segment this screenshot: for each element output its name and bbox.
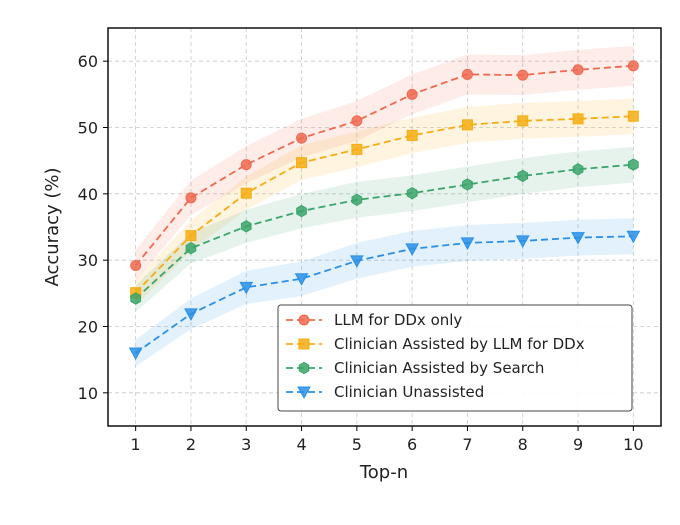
- data-point: [128, 347, 143, 361]
- data-point: [130, 292, 141, 305]
- data-point: [296, 132, 308, 144]
- data-point: [130, 259, 142, 271]
- legend: LLM for DDx only Clinician Assisted by LL…: [277, 304, 633, 412]
- data-point: [240, 159, 252, 171]
- legend-label: Clinician Assisted by Search: [334, 359, 544, 377]
- x-tick-label: 1: [131, 435, 141, 454]
- series-line: [135, 115, 634, 294]
- x-tick-label: 10: [623, 435, 643, 454]
- data-point: [406, 187, 418, 200]
- legend-marker: [297, 386, 311, 400]
- y-tick-label: 40: [78, 185, 98, 204]
- series-line: [135, 163, 634, 300]
- data-point: [350, 255, 364, 268]
- x-tick-label: 8: [518, 435, 528, 454]
- data-point: [626, 230, 641, 244]
- plot-frame: [107, 27, 662, 427]
- data-point: [517, 69, 529, 81]
- x-tick-label: 4: [296, 435, 306, 454]
- data-point: [572, 163, 584, 176]
- data-point: [294, 273, 309, 286]
- data-point: [515, 235, 530, 248]
- y-tick-label: 30: [78, 251, 98, 270]
- x-tick-label: 2: [186, 435, 196, 454]
- x-tick-label: 3: [241, 435, 251, 454]
- data-point: [627, 110, 639, 122]
- confidence-band: [135, 218, 634, 367]
- data-point: [461, 68, 473, 80]
- series-lines: [134, 64, 634, 354]
- axis-ticks: 1 2 3 4 5 6 7 8 9 10 10 20 30 40 50 60: [78, 52, 644, 454]
- data-point: [351, 193, 363, 206]
- legend-label: Clinician Unassisted: [334, 383, 484, 401]
- x-tick-label: 7: [462, 435, 472, 454]
- data-point: [240, 187, 252, 199]
- x-tick-label: 6: [407, 435, 417, 454]
- y-tick-label: 50: [78, 119, 98, 138]
- confidence-band: [135, 146, 634, 312]
- data-point: [405, 243, 419, 256]
- data-point: [185, 230, 197, 242]
- data-point: [628, 158, 639, 171]
- series-markers: [128, 60, 641, 361]
- data-point: [296, 157, 308, 169]
- data-point: [571, 232, 585, 245]
- data-point: [517, 169, 529, 183]
- y-tick-label: 10: [78, 384, 98, 403]
- legend-label: Clinician Assisted by LLM for DDx: [334, 335, 585, 353]
- data-point: [460, 237, 475, 250]
- y-tick-label: 20: [78, 318, 98, 337]
- data-point: [462, 178, 473, 191]
- data-point: [517, 115, 529, 127]
- data-point: [296, 204, 307, 218]
- y-axis-title: Accuracy (%): [42, 167, 63, 286]
- data-point: [351, 115, 363, 127]
- legend-marker: [298, 338, 310, 350]
- legend-marker: [298, 361, 310, 375]
- series-line: [134, 64, 634, 267]
- data-point: [185, 242, 197, 255]
- data-point: [572, 113, 584, 125]
- legend-label: LLM for DDx only: [334, 311, 462, 329]
- data-point: [240, 220, 252, 233]
- data-point: [184, 308, 198, 321]
- data-point: [239, 281, 254, 295]
- x-axis-title: Top-n: [359, 462, 408, 483]
- data-point: [406, 88, 418, 100]
- legend-marker: [298, 314, 310, 326]
- data-point: [572, 64, 584, 76]
- data-point: [406, 129, 418, 141]
- x-tick-label: 9: [573, 435, 583, 454]
- y-tick-label: 60: [78, 52, 98, 71]
- data-point: [461, 119, 473, 131]
- x-tick-label: 5: [352, 435, 362, 454]
- data-point: [351, 143, 363, 155]
- legend-frame: [277, 304, 633, 412]
- data-point: [185, 192, 197, 204]
- data-point: [627, 60, 639, 72]
